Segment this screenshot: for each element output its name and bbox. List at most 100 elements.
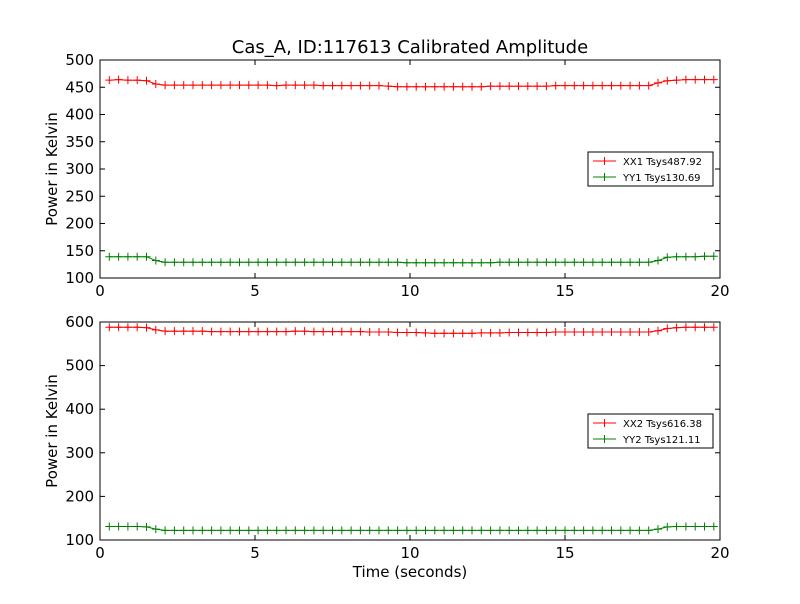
data-point xyxy=(514,328,523,337)
data-point xyxy=(347,327,356,336)
y-tick-label: 250 xyxy=(65,187,94,205)
data-point xyxy=(105,252,114,261)
y-tick-label: 400 xyxy=(65,106,94,124)
data-point xyxy=(300,81,309,90)
data-point xyxy=(607,526,616,535)
data-point xyxy=(142,76,151,85)
data-point xyxy=(226,258,235,267)
data-point xyxy=(356,327,365,336)
x-tick-label: 20 xyxy=(710,282,729,300)
data-point xyxy=(700,323,709,332)
legend-label: XX1 Tsys487.92 xyxy=(623,157,702,168)
data-point xyxy=(561,328,569,337)
legend: XX2 Tsys616.38 YY2 Tsys121.11 xyxy=(587,413,714,449)
data-point xyxy=(681,75,690,84)
data-point xyxy=(384,82,393,91)
data-point xyxy=(319,526,328,535)
data-point xyxy=(430,82,439,91)
data-point xyxy=(430,526,439,535)
data-point xyxy=(189,81,197,90)
data-point xyxy=(616,258,625,267)
data-point xyxy=(161,526,170,535)
data-point xyxy=(123,522,132,531)
data-point xyxy=(588,81,597,90)
data-point xyxy=(570,328,579,337)
data-point xyxy=(291,526,300,535)
data-point xyxy=(216,327,225,336)
x-tick-label: 10 xyxy=(400,544,419,562)
data-point xyxy=(598,81,607,90)
data-point xyxy=(393,82,402,91)
data-point xyxy=(263,327,272,336)
data-point xyxy=(616,328,625,337)
data-point xyxy=(235,258,244,267)
data-point xyxy=(709,75,718,84)
data-point xyxy=(477,328,486,337)
data-point xyxy=(337,526,346,535)
data-point xyxy=(365,526,374,535)
data-point xyxy=(105,76,114,85)
legend-label: XX2 Tsys616.38 xyxy=(623,419,702,430)
series-1-2 xyxy=(105,252,718,267)
data-point xyxy=(449,82,458,91)
data-point xyxy=(272,526,281,535)
data-point xyxy=(151,525,160,534)
data-point xyxy=(700,522,709,531)
data-point xyxy=(375,328,383,337)
data-point xyxy=(263,81,272,90)
data-point xyxy=(505,82,514,91)
data-point xyxy=(570,526,579,535)
data-point xyxy=(551,328,560,337)
data-point xyxy=(458,526,467,535)
y-tick-label: 450 xyxy=(65,78,94,96)
data-point xyxy=(189,327,197,336)
data-point xyxy=(356,81,365,90)
chart-title: Cas_A, ID:117613 Calibrated Amplitude xyxy=(232,37,588,58)
data-point xyxy=(468,258,476,267)
data-point xyxy=(486,328,495,337)
data-point xyxy=(458,258,467,267)
data-point xyxy=(114,252,123,261)
y-tick-label: 100 xyxy=(65,269,94,287)
data-point xyxy=(402,526,411,535)
data-point xyxy=(402,258,411,267)
data-point xyxy=(356,526,365,535)
data-point xyxy=(709,323,718,332)
series-1-1 xyxy=(105,75,718,91)
data-point xyxy=(440,258,449,267)
data-point xyxy=(300,327,309,336)
data-point xyxy=(282,327,290,336)
y-tick-label: 300 xyxy=(65,160,94,178)
data-point xyxy=(412,328,421,337)
data-point xyxy=(170,327,179,336)
data-point xyxy=(300,258,309,267)
data-point xyxy=(272,327,281,336)
data-point xyxy=(486,258,495,267)
data-point xyxy=(533,328,542,337)
data-point xyxy=(523,258,532,267)
data-point xyxy=(133,522,142,531)
data-point xyxy=(142,522,151,531)
data-point xyxy=(421,258,430,267)
data-point xyxy=(551,81,560,90)
x-tick-label: 15 xyxy=(555,544,574,562)
y-axis-label: Power in Kelvin xyxy=(43,374,61,488)
data-point xyxy=(523,82,532,91)
data-point xyxy=(449,258,458,267)
data-point xyxy=(216,526,225,535)
data-point xyxy=(570,258,579,267)
data-point xyxy=(458,329,467,338)
data-point xyxy=(375,258,383,267)
data-point xyxy=(170,258,179,267)
data-point xyxy=(309,327,318,336)
data-point xyxy=(216,258,225,267)
data-point xyxy=(254,327,263,336)
data-point xyxy=(347,81,356,90)
data-point xyxy=(291,258,300,267)
data-point xyxy=(644,526,653,535)
data-point xyxy=(263,526,272,535)
data-point xyxy=(561,526,569,535)
y-tick-label: 600 xyxy=(65,313,94,331)
data-point xyxy=(207,81,216,90)
